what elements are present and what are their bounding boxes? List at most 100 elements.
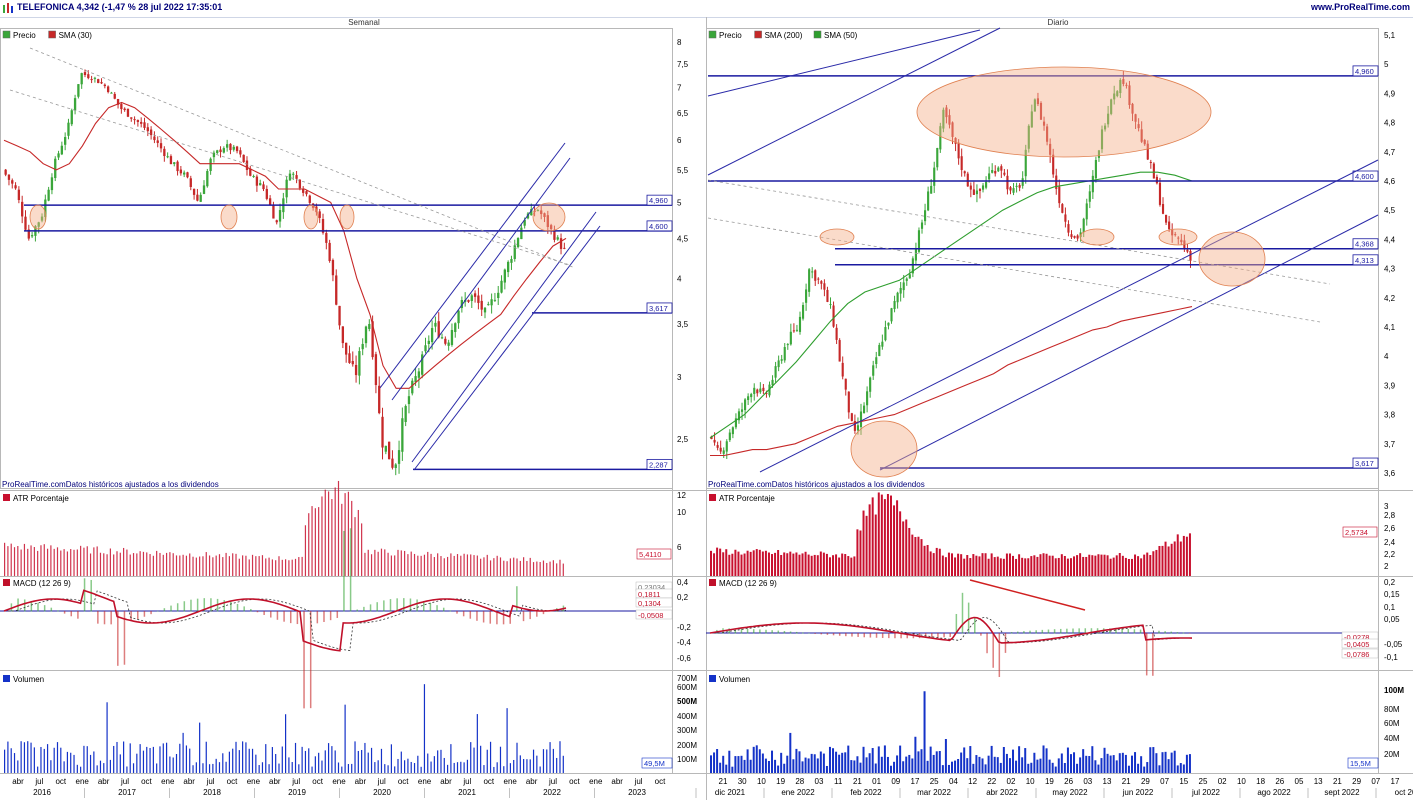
- candle: [196, 194, 199, 201]
- candle: [954, 138, 957, 144]
- macd-histogram-bar: [734, 628, 737, 634]
- atr-bar: [932, 553, 935, 576]
- volume-bar: [80, 766, 82, 773]
- volume-bar: [20, 741, 22, 773]
- macd-histogram-bar: [1164, 631, 1166, 634]
- sma-line: [710, 306, 1193, 457]
- macd-histogram-bar: [97, 611, 99, 624]
- macd-histogram-bar: [967, 602, 970, 634]
- volume-bar: [96, 765, 98, 773]
- candle: [252, 176, 255, 178]
- x-axis-period-label: 2019: [288, 788, 306, 797]
- atr-bar: [420, 555, 422, 576]
- highlight-ellipse: [303, 204, 319, 230]
- volume-bar: [129, 743, 131, 773]
- atr-bar: [1188, 533, 1191, 576]
- macd-histogram-bar: [123, 611, 126, 665]
- macd-histogram-bar: [955, 613, 958, 634]
- macd-tick: -0,05: [1384, 640, 1403, 649]
- candle: [948, 115, 951, 125]
- footnote: ProRealTime.comDatos históricos ajustado…: [2, 480, 219, 489]
- atr-bar: [103, 553, 105, 576]
- atr-bar: [740, 554, 743, 576]
- candle: [908, 274, 911, 279]
- macd-histogram-bar: [303, 611, 305, 709]
- candle: [490, 299, 493, 306]
- volume-bar: [716, 749, 719, 773]
- candle: [777, 360, 780, 368]
- macd-histogram-bar: [1170, 631, 1173, 634]
- candle: [156, 140, 159, 143]
- volume-bar: [222, 753, 224, 773]
- macd-histogram-bar: [771, 630, 773, 634]
- atr-bar: [499, 557, 502, 576]
- volume-bar: [893, 761, 896, 773]
- atr-bar: [489, 560, 492, 576]
- macd-histogram-bar: [1084, 628, 1087, 634]
- volume-bar: [1173, 750, 1176, 773]
- volume-bar: [476, 714, 478, 773]
- volume-bar: [453, 762, 455, 773]
- volume-bar: [225, 761, 227, 773]
- candle: [774, 366, 777, 378]
- macd-histogram-bar: [802, 632, 804, 634]
- candle: [497, 292, 500, 298]
- atr-bar: [914, 536, 917, 576]
- x-axis-label: ene: [418, 777, 432, 786]
- x-axis-label: abr: [183, 777, 195, 786]
- macd-histogram-bar: [276, 611, 279, 620]
- candle: [57, 153, 60, 158]
- atr-bar: [947, 552, 950, 576]
- candle: [272, 204, 275, 219]
- atr-bar: [905, 519, 908, 576]
- candle: [166, 156, 169, 158]
- atr-bar: [1173, 541, 1176, 576]
- atr-bar: [46, 548, 49, 576]
- candle: [829, 304, 832, 306]
- x-axis-label: oct: [55, 777, 66, 786]
- volume-bar: [954, 760, 957, 773]
- y-axis-label: 3: [677, 373, 682, 382]
- candle: [143, 122, 146, 128]
- candle: [728, 432, 731, 441]
- volume-bar: [146, 746, 148, 773]
- atr-swatch: [3, 494, 10, 501]
- volume-bar: [1085, 755, 1088, 773]
- atr-bar: [1137, 556, 1140, 576]
- candle: [391, 458, 394, 468]
- candle: [875, 357, 878, 365]
- x-axis-label: 29: [1352, 777, 1361, 786]
- candle: [487, 304, 490, 306]
- candle: [1100, 129, 1104, 150]
- candle: [136, 120, 140, 122]
- macd-histogram-bar: [1109, 628, 1111, 634]
- volume-bar: [847, 745, 850, 773]
- candle: [73, 98, 77, 111]
- atr-bar: [938, 548, 941, 576]
- site-link[interactable]: www.ProRealTime.com: [1310, 2, 1410, 12]
- macd-tick: -0,6: [677, 654, 691, 663]
- volume-bar: [456, 762, 459, 773]
- volume-tick: 20M: [1384, 750, 1400, 759]
- atr-bar: [755, 549, 758, 576]
- candle: [1030, 111, 1033, 128]
- candle: [780, 359, 783, 361]
- y-axis-label: 4: [677, 275, 682, 284]
- atr-bar: [53, 548, 55, 576]
- volume-bar: [331, 746, 333, 773]
- x-axis-period-label: 2018: [203, 788, 221, 797]
- atr-bar: [966, 555, 969, 576]
- macd-histogram-bar: [808, 632, 810, 634]
- volume-bar: [394, 766, 396, 773]
- atr-bar: [294, 558, 297, 576]
- x-axis-label: 07: [1371, 777, 1380, 786]
- volume-bar: [1005, 753, 1008, 773]
- macd-histogram-bar: [176, 603, 179, 612]
- atr-bar: [954, 557, 957, 576]
- candle: [308, 195, 311, 203]
- volume-bar: [337, 762, 340, 773]
- candle: [351, 361, 354, 365]
- volume-bar: [407, 758, 409, 773]
- atr-bar: [50, 545, 52, 576]
- atr-bar: [850, 557, 853, 576]
